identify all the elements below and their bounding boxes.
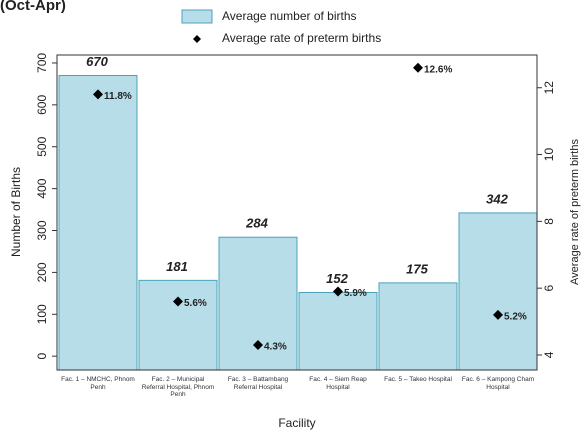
y-tick-label: 200 [35, 262, 49, 282]
y-tick-label: 700 [35, 53, 49, 73]
bar [458, 212, 538, 371]
legend-swatch [181, 9, 213, 24]
bar [58, 75, 138, 371]
bar-value-label: 152 [326, 271, 348, 286]
point-value-label: 5.9% [344, 288, 367, 299]
diamond-marker [173, 296, 183, 307]
bar-value-label: 175 [406, 261, 428, 276]
y-tick-label: 500 [35, 136, 49, 156]
y-axis-title: Number of Births [9, 167, 23, 257]
plot-frame [56, 54, 538, 371]
y-tick-label: 100 [35, 304, 49, 324]
y-tick-label: 400 [35, 178, 49, 198]
y2-tick-label: 6 [542, 285, 556, 292]
x-tick-label: Fac. 6 – Kampong Cham Hospital [461, 376, 535, 391]
y2-tick-label: 4 [542, 351, 556, 358]
point-value-label: 4.3% [264, 342, 287, 353]
x-tick-label: Fac. 5 – Takeo Hospital [384, 376, 452, 383]
diamond-marker [333, 286, 343, 297]
diamond-marker [413, 62, 423, 73]
bar-value-label: 670 [86, 54, 108, 69]
legend-swatch [193, 35, 201, 43]
bar-value-label: 342 [486, 191, 508, 206]
diamond-marker [253, 339, 263, 350]
y-tick-label: 600 [35, 95, 49, 115]
y2-axis-title: Average rate of preterm births [569, 139, 581, 285]
x-tick-label: Fac. 2 – Municipal Referral Hospital, Ph… [141, 376, 215, 398]
bar-value-label: 284 [245, 216, 268, 231]
x-tick-label: Fac. 1 – NMCHC, Phnom Penh [61, 376, 135, 391]
y-tick-label: 0 [35, 353, 49, 360]
diamond-marker [93, 89, 103, 100]
legend-label: Average rate of preterm births [222, 31, 381, 45]
bar-value-label: 181 [166, 259, 188, 274]
x-tick-label: Fac. 4 – Siem Reap Hospital [309, 376, 367, 391]
bar [378, 282, 458, 371]
y2-tick-label: 10 [542, 148, 556, 162]
x-axis-title: Facility [278, 416, 315, 430]
point-value-label: 11.8% [104, 91, 132, 102]
x-tick-label: Fac. 3 – Battambang Referral Hospital [227, 376, 289, 391]
y2-tick-label: 8 [542, 218, 556, 225]
point-value-label: 5.6% [184, 298, 207, 309]
bar [138, 279, 218, 371]
y-tick-label: 300 [35, 220, 49, 240]
point-value-label: 12.6% [424, 64, 452, 75]
legend-label: Average number of births [222, 9, 357, 23]
chart-title: (Oct-Apr) [0, 0, 66, 14]
diamond-marker [493, 309, 503, 320]
y2-tick-label: 12 [542, 81, 556, 95]
point-value-label: 5.2% [504, 312, 527, 323]
bar [298, 292, 378, 371]
